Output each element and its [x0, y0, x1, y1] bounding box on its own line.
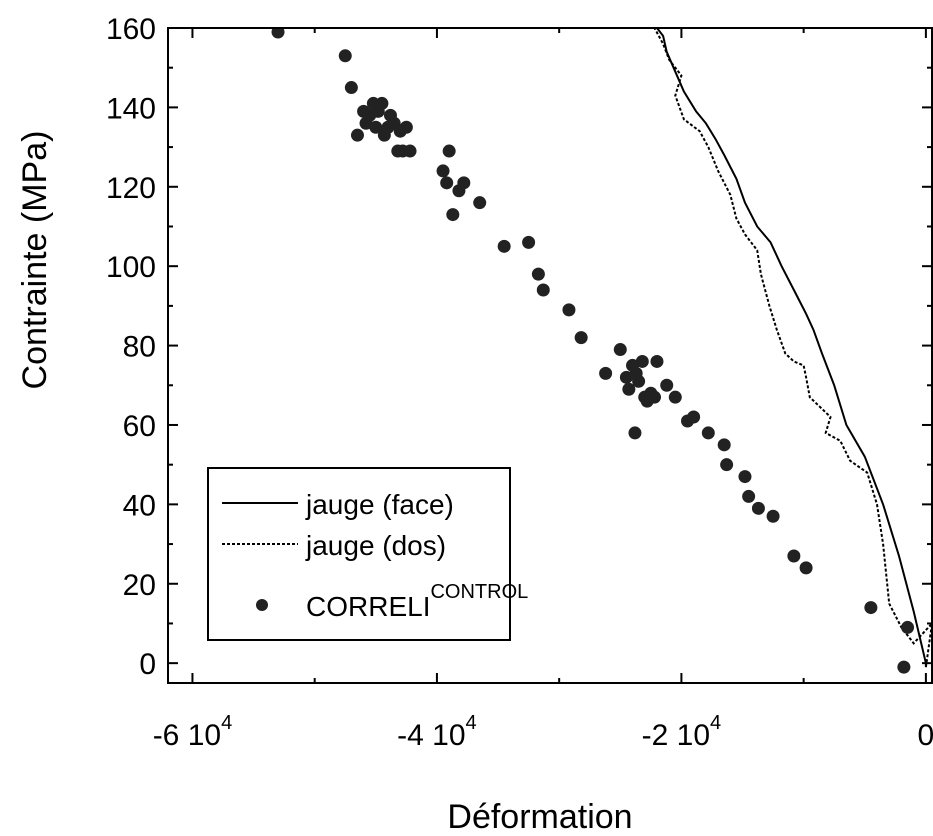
- correli-point: [436, 164, 450, 178]
- legend-label-correli-sup: CONTROL: [430, 581, 528, 603]
- correli-point: [574, 331, 588, 345]
- correli-point: [531, 267, 545, 281]
- correli-point: [701, 426, 715, 440]
- correli-point: [446, 208, 460, 222]
- correli-point: [668, 390, 682, 404]
- correli-point: [442, 144, 456, 158]
- y-tick-label: 100: [106, 251, 156, 284]
- correli-point: [497, 239, 511, 253]
- correli-point: [650, 354, 664, 368]
- y-tick-label: 80: [123, 331, 156, 364]
- correli-point: [613, 343, 627, 357]
- correli-point: [344, 81, 358, 95]
- correli-point: [738, 470, 752, 484]
- legend-box: [207, 467, 511, 641]
- legend: jauge (face) jauge (dos) CORRELICONTROL: [207, 467, 528, 641]
- x-tick-label: -4 104: [397, 712, 477, 752]
- series-line-dos: [653, 28, 932, 668]
- x-tick-label: 0: [918, 719, 933, 752]
- axes: 0 20 40 60 80 100 120 140 160 -6 104 -4 104 -2 104 0: [106, 13, 933, 752]
- correli-point: [787, 549, 801, 563]
- correli-point: [717, 438, 731, 452]
- y-tick-label: 140: [106, 92, 156, 125]
- legend-swatch-correli: [256, 599, 268, 611]
- series-line-face: [656, 28, 927, 668]
- correli-point: [522, 235, 536, 249]
- correli-point: [473, 196, 487, 210]
- correli-point: [599, 366, 613, 380]
- correli-point: [338, 49, 352, 63]
- correli-point: [619, 370, 633, 384]
- correli-point: [622, 382, 636, 396]
- legend-label-correli-main: CORRELI: [306, 591, 430, 622]
- correli-point: [632, 374, 646, 388]
- y-tick-label: 20: [123, 569, 156, 602]
- plot-series: [271, 28, 932, 674]
- y-tick-label: 120: [106, 172, 156, 205]
- legend-label-correli: CORRELICONTROL: [306, 581, 528, 622]
- correli-point: [271, 28, 285, 39]
- y-tick-label: 0: [139, 648, 156, 681]
- correli-point: [897, 660, 911, 674]
- y-tick-label: 160: [106, 13, 156, 46]
- correli-point: [350, 128, 364, 142]
- axis-labels: Déformation Contrainte (MPa): [16, 131, 633, 836]
- correli-point: [375, 96, 389, 110]
- correli-point: [399, 120, 413, 134]
- legend-label-dos: jauge (dos): [305, 530, 446, 561]
- y-tick-label: 40: [123, 489, 156, 522]
- correli-point: [901, 620, 915, 634]
- correli-point: [536, 283, 550, 297]
- plot-area: [271, 28, 932, 674]
- correli-point: [799, 561, 813, 575]
- x-axis-label: Déformation: [447, 798, 632, 836]
- correli-point: [562, 303, 576, 317]
- correli-point: [687, 410, 701, 424]
- correli-point: [648, 390, 662, 404]
- x-tick-label: -6 104: [153, 712, 233, 752]
- plot-frame: [167, 27, 933, 684]
- x-tick-label: -2 104: [642, 712, 722, 752]
- correli-point: [742, 489, 756, 503]
- correli-point: [635, 354, 649, 368]
- correli-point: [766, 509, 780, 523]
- correli-point: [403, 144, 417, 158]
- correli-point: [720, 458, 734, 472]
- correli-point: [369, 120, 383, 134]
- legend-label-face: jauge (face): [305, 489, 454, 520]
- correli-point: [751, 501, 765, 515]
- correli-point: [660, 378, 674, 392]
- correli-point: [628, 426, 642, 440]
- correli-point: [457, 176, 471, 190]
- correli-point: [864, 601, 878, 615]
- correli-point: [440, 176, 454, 190]
- y-axis-label: Contrainte (MPa): [16, 131, 54, 390]
- y-tick-label: 60: [123, 410, 156, 443]
